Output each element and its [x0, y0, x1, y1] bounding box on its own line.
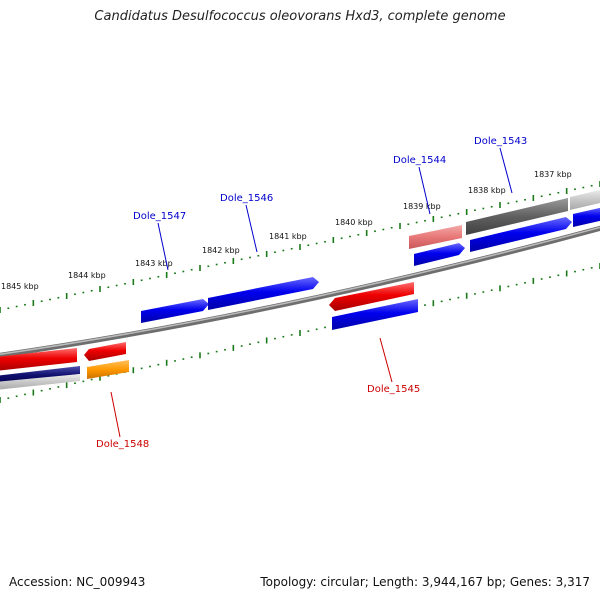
- gene-blue-lower-1[interactable]: [414, 243, 465, 266]
- scale-label-1845: 1845 kbp: [1, 282, 39, 291]
- gene-blue-lower-3[interactable]: [573, 207, 600, 227]
- gene-red-left[interactable]: [0, 348, 77, 371]
- leader-dole-1545: [379, 337, 393, 383]
- scale-label-1843: 1843 kbp: [135, 259, 173, 268]
- forward-genes: [141, 189, 600, 323]
- label-dole-1548: Dole_1548: [96, 439, 149, 450]
- accession-text: Accession: NC_009943: [9, 575, 146, 589]
- gene-labels: Dole_1543 Dole_1544 Dole_1546 Dole_1547 …: [96, 136, 527, 450]
- map-title: Candidatus Desulfococcus oleovorans Hxd3…: [94, 9, 506, 24]
- label-dole-1544: Dole_1544: [393, 155, 446, 166]
- reverse-genes: [0, 299, 418, 390]
- label-dole-1545: Dole_1545: [367, 384, 420, 395]
- label-dole-1547: Dole_1547: [133, 211, 186, 222]
- gene-dole-1543-a[interactable]: [466, 198, 568, 235]
- label-dole-1546: Dole_1546: [220, 193, 273, 204]
- gene-light-1[interactable]: [570, 189, 600, 210]
- gene-light-left[interactable]: [0, 374, 80, 390]
- leader-dole-1548: [110, 391, 121, 438]
- forward-genes-lower: [414, 207, 600, 266]
- scale-label-1840: 1840 kbp: [335, 218, 373, 227]
- gene-dole-1547[interactable]: [141, 299, 209, 323]
- label-leaders: [110, 147, 513, 438]
- gene-dole-1545-upper[interactable]: [329, 282, 414, 311]
- topology-text: Topology: circular; Length: 3,944,167 bp…: [260, 575, 590, 589]
- gene-dole-1544[interactable]: [409, 225, 462, 249]
- scale-label-1844: 1844 kbp: [68, 271, 106, 280]
- genome-backbone: [0, 225, 600, 358]
- scale-ticks-top: [0, 181, 600, 313]
- gene-blue-lower-2[interactable]: [470, 217, 572, 252]
- gene-dole-1545[interactable]: [332, 299, 418, 330]
- scale-labels: 1837 kbp 1838 kbp 1839 kbp 1840 kbp 1841…: [1, 170, 572, 291]
- scale-label-1837: 1837 kbp: [534, 170, 572, 179]
- leader-dole-1547: [157, 222, 169, 271]
- leader-dole-1544: [418, 166, 431, 215]
- leader-dole-1546: [245, 204, 258, 253]
- scale-label-1838: 1838 kbp: [468, 186, 506, 195]
- gene-dole-1546[interactable]: [208, 277, 319, 310]
- scale-label-1842: 1842 kbp: [202, 246, 240, 255]
- leader-dole-1543: [499, 147, 513, 194]
- gene-dole-1548-a[interactable]: [84, 342, 126, 361]
- gene-dole-1548-b[interactable]: [87, 360, 129, 379]
- scale-label-1841: 1841 kbp: [269, 232, 307, 241]
- genome-backbone-highlight: [0, 226, 600, 356]
- gene-navy-left[interactable]: [0, 366, 80, 384]
- scale-label-1839: 1839 kbp: [403, 202, 441, 211]
- label-dole-1543: Dole_1543: [474, 136, 527, 147]
